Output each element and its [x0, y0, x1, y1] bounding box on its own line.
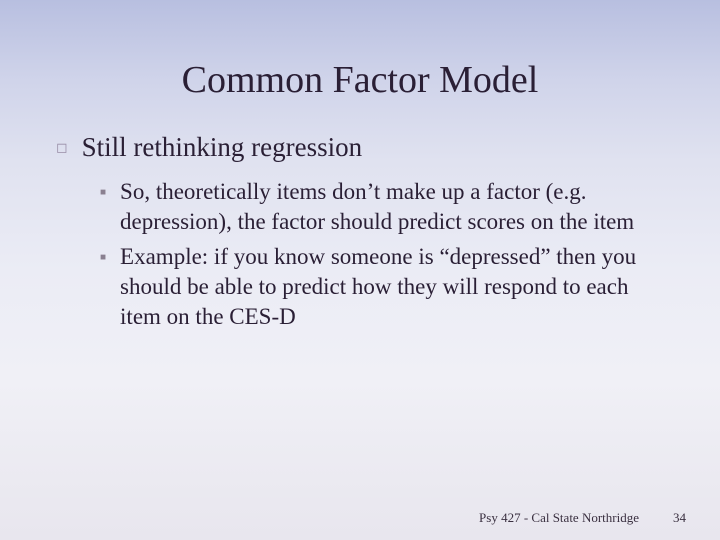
- hollow-square-icon: ◻: [56, 142, 68, 156]
- bullet-level2: ■ So, theoretically items don’t make up …: [100, 177, 670, 238]
- bullet-level1: ◻ Still rethinking regression: [56, 132, 670, 163]
- slide-footer: Psy 427 - Cal State Northridge 34: [479, 510, 686, 526]
- bullet-level2-text: So, theoretically items don’t make up a …: [120, 177, 670, 238]
- bullet-level2: ■ Example: if you know someone is “depre…: [100, 242, 670, 333]
- slide: Common Factor Model ◻ Still rethinking r…: [0, 0, 720, 540]
- filled-square-icon: ■: [100, 253, 106, 263]
- page-number: 34: [673, 510, 686, 526]
- slide-title: Common Factor Model: [50, 58, 670, 102]
- bullet-level1-text: Still rethinking regression: [82, 132, 362, 163]
- footer-text: Psy 427 - Cal State Northridge: [479, 510, 639, 526]
- filled-square-icon: ■: [100, 188, 106, 198]
- bullet-level2-text: Example: if you know someone is “depress…: [120, 242, 670, 333]
